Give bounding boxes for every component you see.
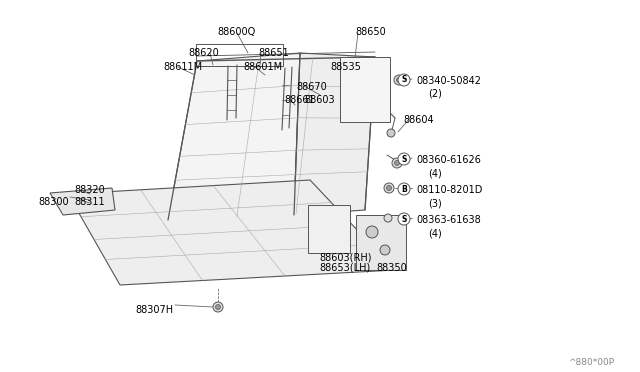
Text: 88651: 88651 bbox=[258, 48, 289, 58]
Text: S: S bbox=[401, 154, 406, 164]
Text: 88350: 88350 bbox=[376, 263, 407, 273]
Text: 08340-50842: 08340-50842 bbox=[416, 76, 481, 86]
Text: 88603(RH): 88603(RH) bbox=[319, 252, 371, 262]
Circle shape bbox=[387, 129, 395, 137]
Circle shape bbox=[398, 183, 410, 195]
Circle shape bbox=[394, 160, 399, 166]
Polygon shape bbox=[68, 180, 395, 285]
Circle shape bbox=[213, 302, 223, 312]
Bar bbox=[356, 215, 406, 270]
Circle shape bbox=[394, 75, 404, 85]
Circle shape bbox=[387, 186, 392, 190]
Text: ^880*00P: ^880*00P bbox=[568, 358, 614, 367]
Text: 88661: 88661 bbox=[284, 95, 315, 105]
Text: 88603: 88603 bbox=[304, 95, 335, 105]
Text: 88307H: 88307H bbox=[135, 305, 173, 315]
Polygon shape bbox=[50, 188, 115, 215]
Text: 88670: 88670 bbox=[296, 82, 327, 92]
Polygon shape bbox=[294, 53, 375, 215]
Bar bbox=[196, 44, 283, 66]
Text: (3): (3) bbox=[428, 198, 442, 208]
Text: S: S bbox=[401, 76, 406, 84]
Text: 88604: 88604 bbox=[403, 115, 434, 125]
Circle shape bbox=[384, 183, 394, 193]
Text: 88601M: 88601M bbox=[243, 62, 282, 72]
Text: S: S bbox=[401, 215, 406, 224]
Circle shape bbox=[398, 213, 410, 225]
Text: 88653(LH): 88653(LH) bbox=[319, 263, 371, 273]
Circle shape bbox=[384, 214, 392, 222]
Circle shape bbox=[216, 305, 221, 310]
Text: 88320: 88320 bbox=[74, 185, 105, 195]
Circle shape bbox=[380, 245, 390, 255]
Text: 08360-61626: 08360-61626 bbox=[416, 155, 481, 165]
Text: 08363-61638: 08363-61638 bbox=[416, 215, 481, 225]
Polygon shape bbox=[168, 53, 300, 220]
Text: 88535: 88535 bbox=[330, 62, 361, 72]
Text: 88650: 88650 bbox=[355, 27, 386, 37]
Bar bbox=[340, 57, 390, 122]
Text: (4): (4) bbox=[428, 168, 442, 178]
Text: 88620: 88620 bbox=[189, 48, 220, 58]
Circle shape bbox=[366, 226, 378, 238]
Circle shape bbox=[397, 77, 401, 83]
Bar bbox=[308, 205, 350, 253]
Text: (4): (4) bbox=[428, 228, 442, 238]
Circle shape bbox=[398, 74, 410, 86]
Circle shape bbox=[392, 158, 402, 168]
Text: 88611M: 88611M bbox=[163, 62, 202, 72]
Text: 88311: 88311 bbox=[74, 197, 104, 207]
Text: (2): (2) bbox=[428, 89, 442, 99]
Text: 88600Q: 88600Q bbox=[218, 27, 256, 37]
Text: 08110-8201D: 08110-8201D bbox=[416, 185, 483, 195]
Circle shape bbox=[398, 153, 410, 165]
Text: B: B bbox=[401, 185, 407, 193]
Text: 88300: 88300 bbox=[38, 197, 68, 207]
